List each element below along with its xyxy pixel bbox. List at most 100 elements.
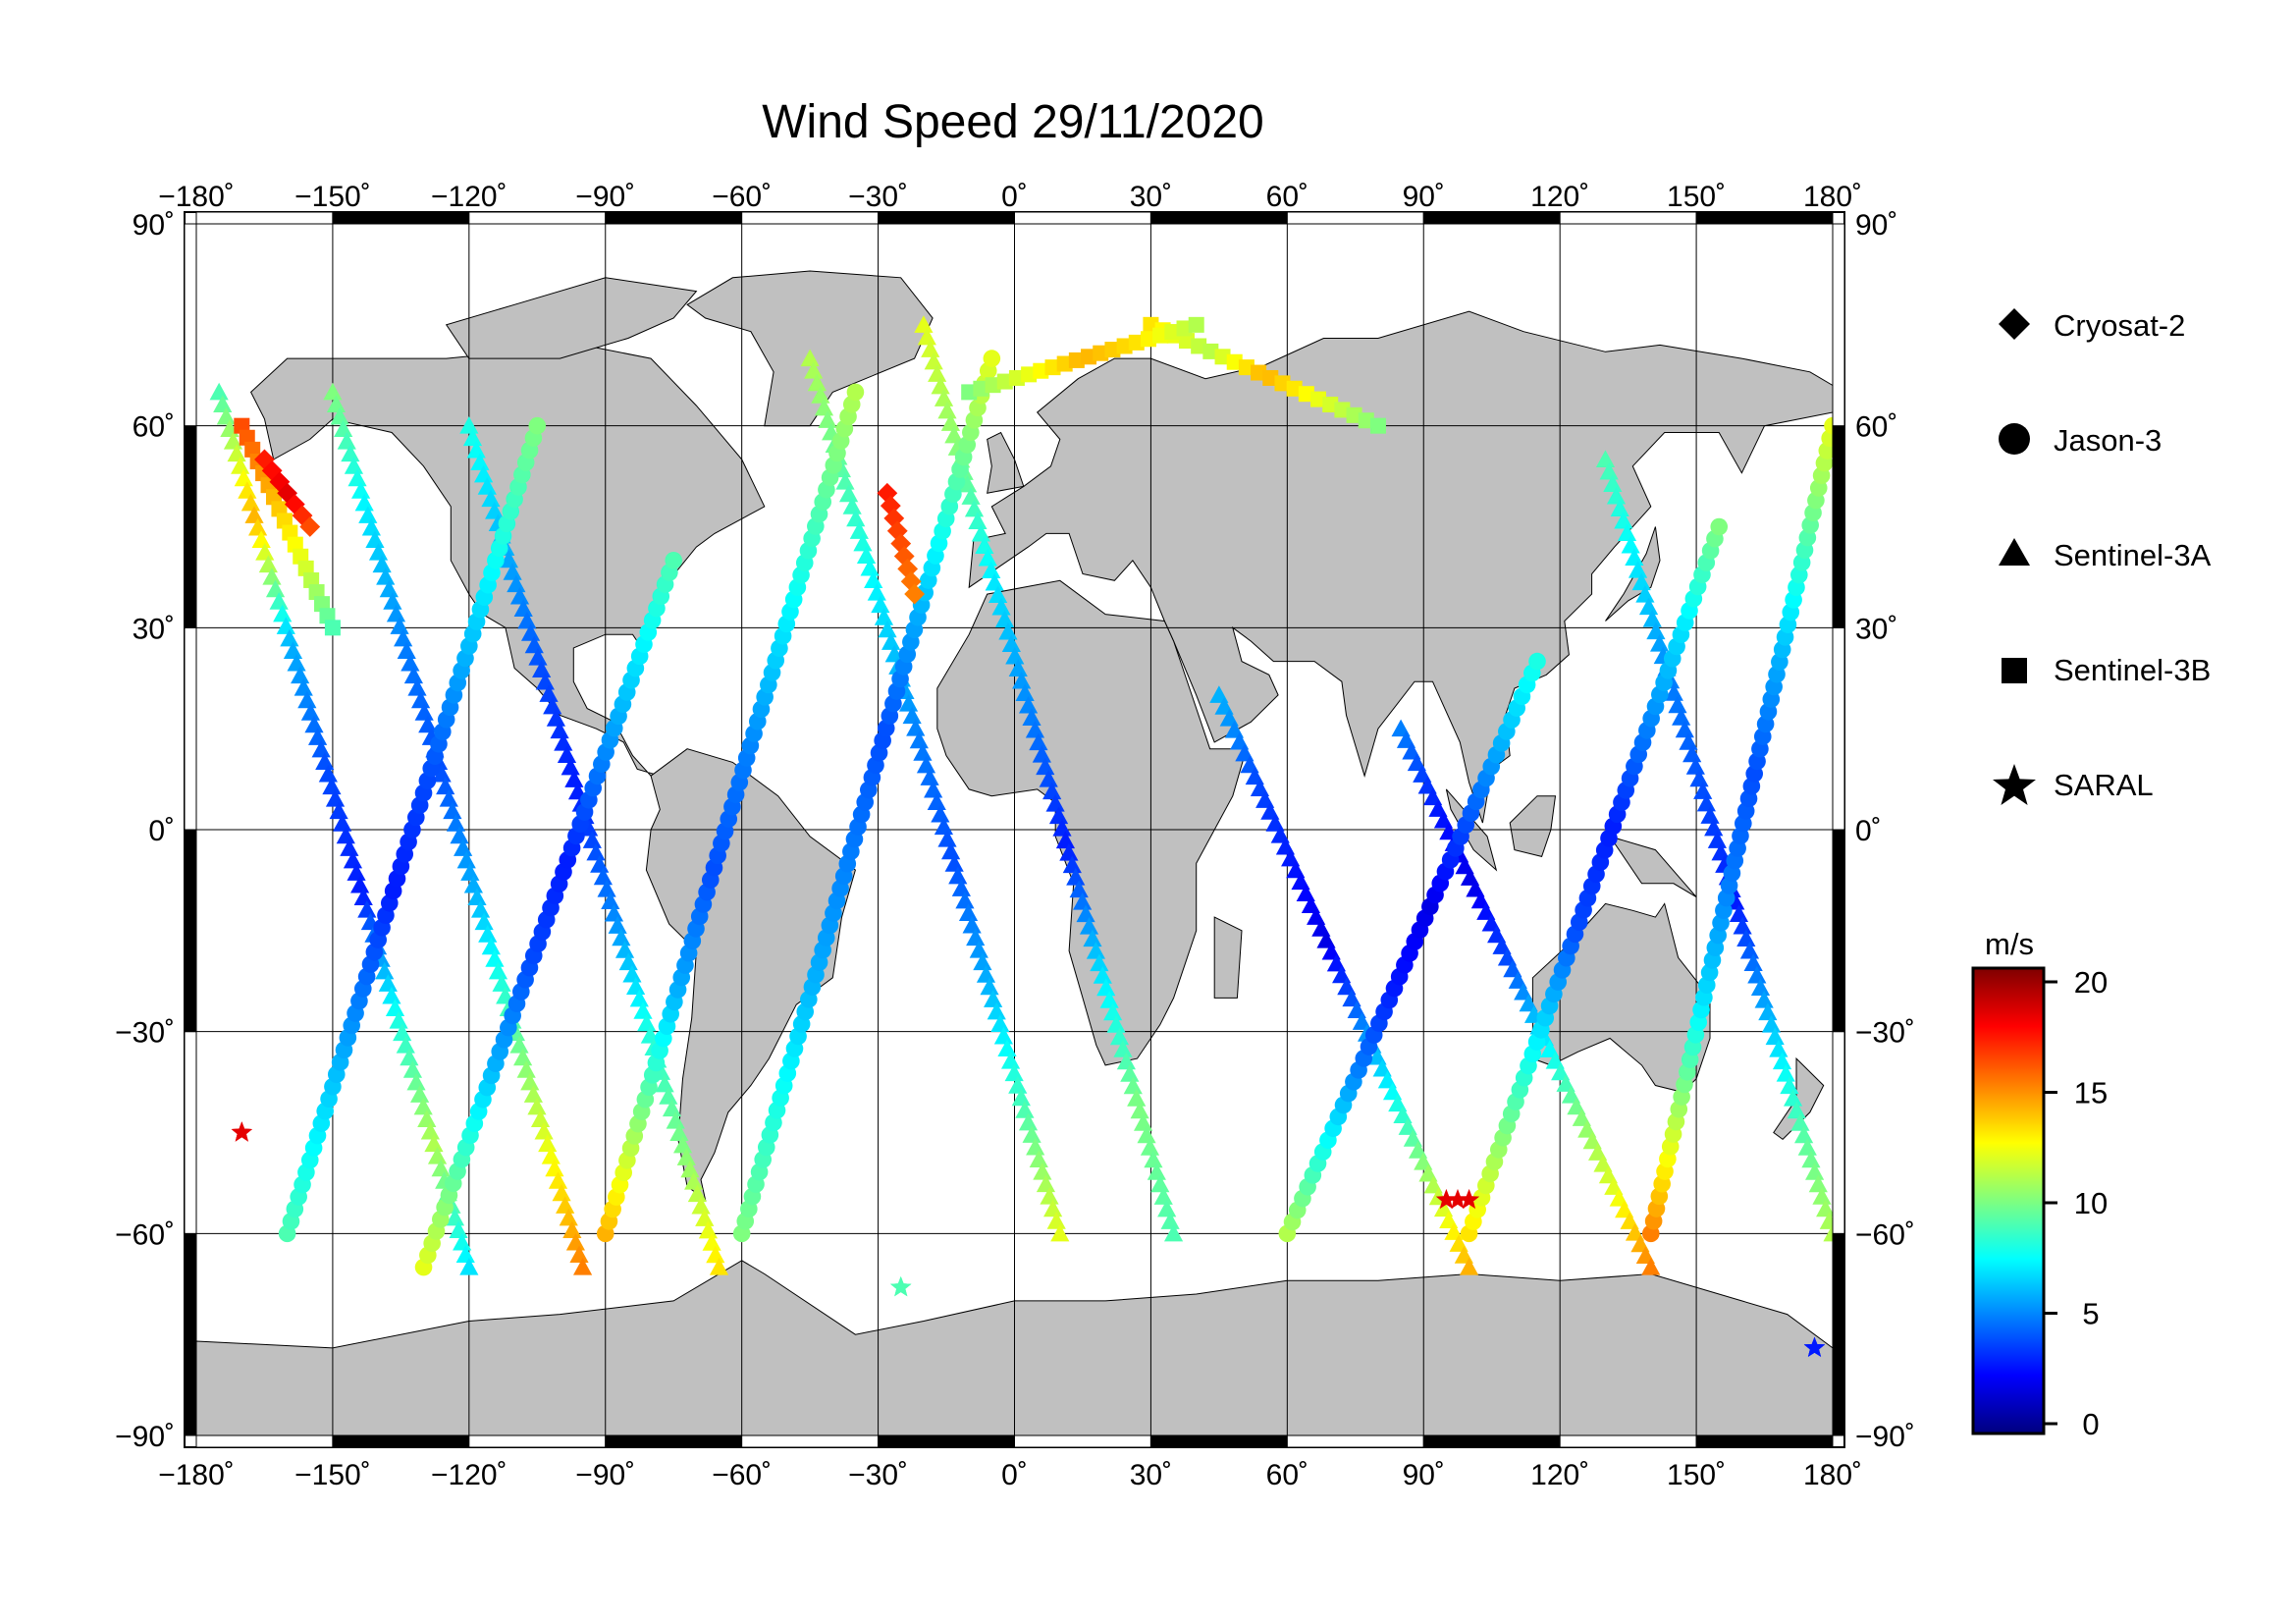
lon-tick-label-top: −30˚ xyxy=(848,181,908,213)
point-triangle xyxy=(513,599,533,617)
frame-bar-bottom xyxy=(468,1434,607,1448)
point-triangle xyxy=(427,1147,448,1164)
point-triangle xyxy=(569,1245,589,1264)
point-triangle xyxy=(353,888,373,906)
lon-tick-label-bottom: 30˚ xyxy=(1130,1459,1172,1491)
point-triangle xyxy=(1801,1150,1821,1168)
point-triangle xyxy=(413,1097,433,1115)
point-triangle xyxy=(691,1196,711,1215)
point-triangle xyxy=(702,1233,721,1251)
colorbar: m/s 0 5 10 15 20 xyxy=(1971,927,2108,1441)
point-triangle xyxy=(1761,1014,1782,1033)
point-triangle xyxy=(687,1184,707,1203)
point-square xyxy=(293,548,309,565)
point-triangle xyxy=(958,474,978,493)
lon-tick-label-top: 120˚ xyxy=(1530,181,1589,213)
lon-tick-label-top: −60˚ xyxy=(712,181,772,213)
point-triangle xyxy=(347,468,367,487)
point-triangle xyxy=(1157,1199,1177,1217)
point-triangle xyxy=(516,1060,536,1078)
lat-tick-label-right: −90˚ xyxy=(1855,1421,1915,1453)
point-triangle xyxy=(1022,708,1041,727)
point-triangle xyxy=(593,867,614,886)
frame-bar-right xyxy=(1832,626,1845,831)
point-triangle xyxy=(1765,1027,1785,1046)
point-square xyxy=(239,429,255,446)
colorbar-gradient xyxy=(1971,966,2046,1435)
point-triangle xyxy=(975,536,994,554)
point-triangle xyxy=(470,899,491,918)
point-triangle xyxy=(432,764,452,783)
point-triangle xyxy=(614,941,635,958)
point-triangle xyxy=(1008,1076,1028,1094)
point-triangle xyxy=(913,743,933,761)
point-triangle xyxy=(255,542,275,561)
point-triangle xyxy=(1116,1052,1136,1070)
point-triangle xyxy=(1059,843,1079,861)
point-triangle xyxy=(622,964,642,983)
lon-tick-label-bottom: −30˚ xyxy=(848,1459,908,1491)
point-triangle xyxy=(590,855,610,873)
point-triangle xyxy=(1011,1088,1031,1107)
point-triangle xyxy=(948,866,968,885)
point-triangle xyxy=(1103,1002,1123,1021)
point-triangle xyxy=(436,777,455,795)
point-triangle xyxy=(1015,683,1035,702)
series-cryosat-2 xyxy=(254,449,926,605)
point-triangle xyxy=(881,632,901,650)
point-triangle xyxy=(937,401,957,419)
point-triangle xyxy=(492,974,511,992)
point-triangle xyxy=(1736,929,1756,947)
colorbar-unit-label: m/s xyxy=(1985,927,2034,961)
point-triangle xyxy=(1163,1223,1184,1242)
point-circle xyxy=(846,383,865,402)
point-triangle xyxy=(1812,1187,1832,1205)
point-square xyxy=(319,608,336,624)
satellite-legend: Cryosat-2 Jason-3 Sentinel-3A Sentinel-3… xyxy=(1993,308,2212,805)
point-triangle xyxy=(507,574,526,593)
point-triangle xyxy=(372,555,392,573)
frame-bar-bottom xyxy=(332,1434,470,1448)
frame-bar-top xyxy=(1559,211,1697,225)
point-triangle xyxy=(534,1121,554,1140)
point-triangle xyxy=(1123,1076,1143,1095)
point-triangle xyxy=(1787,1101,1806,1119)
point-triangle xyxy=(884,644,904,663)
point-triangle xyxy=(1062,855,1082,874)
point-triangle xyxy=(564,770,584,787)
figure-title: Wind Speed 29/11/2020 xyxy=(762,96,1264,148)
point-triangle xyxy=(1133,1113,1153,1131)
point-star xyxy=(1458,1188,1480,1210)
frame-bar-right xyxy=(1832,425,1845,628)
point-triangle xyxy=(386,604,406,622)
point-triangle xyxy=(470,453,490,470)
lon-tick-label-bottom: −150˚ xyxy=(294,1459,371,1491)
point-triangle xyxy=(961,487,981,505)
point-triangle xyxy=(276,617,295,634)
point-triangle xyxy=(375,961,395,980)
point-triangle xyxy=(552,1183,571,1202)
point-triangle xyxy=(556,1196,575,1214)
point-triangle xyxy=(800,349,820,367)
point-triangle xyxy=(669,1123,689,1141)
point-triangle xyxy=(361,517,381,536)
point-triangle xyxy=(450,826,469,844)
point-triangle xyxy=(1664,683,1683,701)
point-triangle xyxy=(807,373,827,392)
point-triangle xyxy=(582,831,602,848)
point-triangle xyxy=(1045,793,1065,812)
point-triangle xyxy=(358,506,378,523)
point-triangle xyxy=(706,1245,725,1264)
lat-tick-label-left: 90˚ xyxy=(133,209,175,242)
point-triangle xyxy=(1032,744,1051,763)
point-triangle xyxy=(287,653,306,672)
point-triangle xyxy=(991,597,1011,616)
point-triangle xyxy=(513,1048,533,1066)
point-square xyxy=(1116,338,1133,354)
point-triangle xyxy=(1113,1040,1133,1057)
point-square xyxy=(1128,334,1145,351)
point-triangle xyxy=(1147,1163,1166,1180)
point-triangle xyxy=(1144,1150,1163,1168)
point-triangle xyxy=(231,457,250,474)
series-saral xyxy=(231,1121,1826,1357)
